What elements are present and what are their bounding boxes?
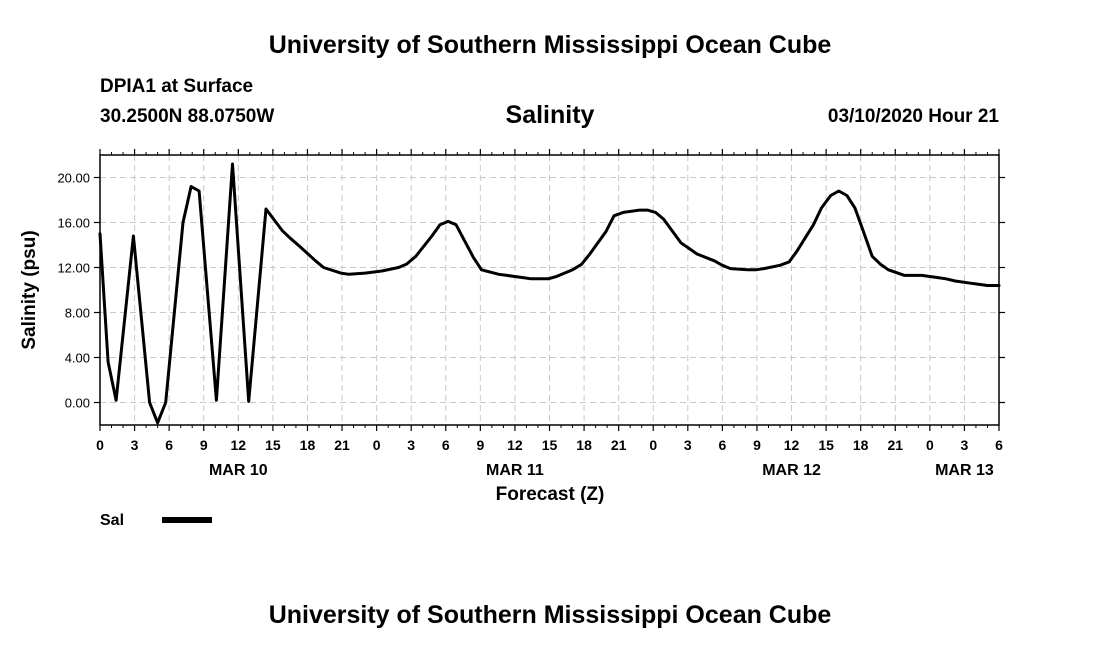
top-title: University of Southern Mississippi Ocean… <box>268 31 832 59</box>
date-label: MAR 13 <box>935 462 994 479</box>
series-layer <box>98 162 1001 425</box>
x-tick-label: 6 <box>165 437 173 453</box>
y-axis-title: Salinity (psu) <box>19 230 40 349</box>
axis-ticks <box>94 149 1005 431</box>
x-tick-label: 0 <box>96 437 104 453</box>
x-tick-label: 18 <box>300 437 316 453</box>
x-tick-label: 3 <box>131 437 139 453</box>
y-tick-label: 8.00 <box>65 306 90 321</box>
y-tick-label: 16.00 <box>57 216 90 231</box>
x-tick-label: 15 <box>542 437 558 453</box>
coords-label: 30.2500N 88.0750W <box>100 106 275 127</box>
x-tick-label: 18 <box>853 437 869 453</box>
x-tick-label: 18 <box>576 437 592 453</box>
x-tick-label: 6 <box>718 437 726 453</box>
datetime-label: 03/10/2020 Hour 21 <box>827 106 999 127</box>
series-line-sal <box>98 162 1001 425</box>
x-tick-label: 3 <box>407 437 415 453</box>
x-tick-label: 15 <box>818 437 834 453</box>
x-axis-title: Forecast (Z) <box>496 484 605 505</box>
x-tick-label: 9 <box>476 437 484 453</box>
x-tick-label: 0 <box>926 437 934 453</box>
x-tick-label: 3 <box>961 437 969 453</box>
axis-labels: 0.00 4.00 8.00 12.00 16.00 20.00 0 3 6 9 12 15 18 21 0… <box>57 171 1003 480</box>
date-label: MAR 11 <box>486 462 544 479</box>
x-tick-label: 6 <box>995 437 1003 453</box>
x-tick-label: 21 <box>887 437 903 453</box>
y-tick-label: 20.00 <box>57 171 90 186</box>
bottom-title: University of Southern Mississippi Ocean… <box>268 601 832 629</box>
y-tick-label: 4.00 <box>65 351 90 366</box>
x-tick-label: 15 <box>265 437 281 453</box>
x-tick-label: 12 <box>784 437 800 453</box>
x-tick-label: 12 <box>507 437 523 453</box>
x-tick-label: 9 <box>753 437 761 453</box>
x-tick-label: 0 <box>373 437 381 453</box>
date-label: MAR 12 <box>762 462 821 479</box>
grid <box>100 155 999 425</box>
x-tick-label: 12 <box>231 437 247 453</box>
chart-title: Salinity <box>505 101 595 129</box>
x-tick-label: 9 <box>200 437 208 453</box>
legend-label: Sal <box>100 512 124 529</box>
x-tick-label: 21 <box>334 437 350 453</box>
y-tick-label: 12.00 <box>57 261 90 276</box>
x-tick-label: 3 <box>684 437 692 453</box>
x-tick-label: 6 <box>442 437 450 453</box>
station-label: DPIA1 at Surface <box>100 76 254 97</box>
x-tick-label: 21 <box>611 437 627 453</box>
y-tick-label: 0.00 <box>65 396 90 411</box>
date-label: MAR 10 <box>209 462 268 479</box>
x-tick-label: 0 <box>649 437 657 453</box>
